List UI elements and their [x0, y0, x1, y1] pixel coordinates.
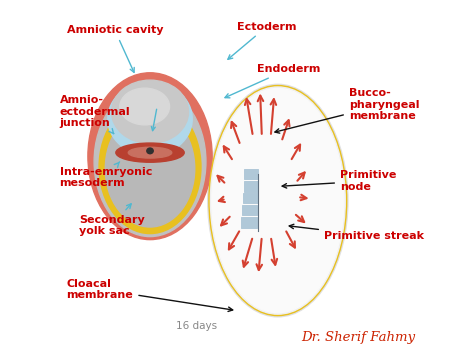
- Text: Amnio-
ectodermal
junction: Amnio- ectodermal junction: [60, 95, 130, 133]
- Ellipse shape: [88, 73, 212, 240]
- Ellipse shape: [208, 84, 348, 317]
- Ellipse shape: [105, 110, 195, 227]
- Ellipse shape: [210, 87, 345, 314]
- Ellipse shape: [108, 82, 192, 155]
- Text: Cloacal
membrane: Cloacal membrane: [67, 279, 233, 311]
- Text: 16 days: 16 days: [175, 321, 217, 331]
- Text: Bucco-
pharyngeal
membrane: Bucco- pharyngeal membrane: [275, 88, 419, 133]
- Ellipse shape: [116, 143, 184, 162]
- Bar: [244, 181, 258, 192]
- Ellipse shape: [111, 80, 189, 143]
- Text: Ectoderm: Ectoderm: [228, 22, 297, 59]
- Text: Secondary
yolk sac: Secondary yolk sac: [79, 204, 145, 236]
- Text: Endoderm: Endoderm: [225, 64, 320, 98]
- Text: Primitive streak: Primitive streak: [289, 224, 424, 241]
- Ellipse shape: [212, 88, 344, 313]
- Bar: [240, 217, 257, 228]
- Bar: [244, 169, 258, 179]
- Bar: [243, 193, 258, 203]
- Text: Dr. Sherif Fahmy: Dr. Sherif Fahmy: [301, 332, 415, 344]
- Ellipse shape: [94, 87, 206, 237]
- Ellipse shape: [120, 88, 170, 125]
- Bar: [242, 205, 257, 215]
- Ellipse shape: [209, 86, 346, 316]
- Ellipse shape: [128, 147, 172, 158]
- Ellipse shape: [147, 148, 153, 154]
- Text: Intra-emryonic
mesoderm: Intra-emryonic mesoderm: [60, 162, 152, 188]
- Ellipse shape: [99, 100, 201, 234]
- Text: Amniotic cavity: Amniotic cavity: [67, 25, 163, 72]
- Text: Primitive
node: Primitive node: [282, 170, 396, 192]
